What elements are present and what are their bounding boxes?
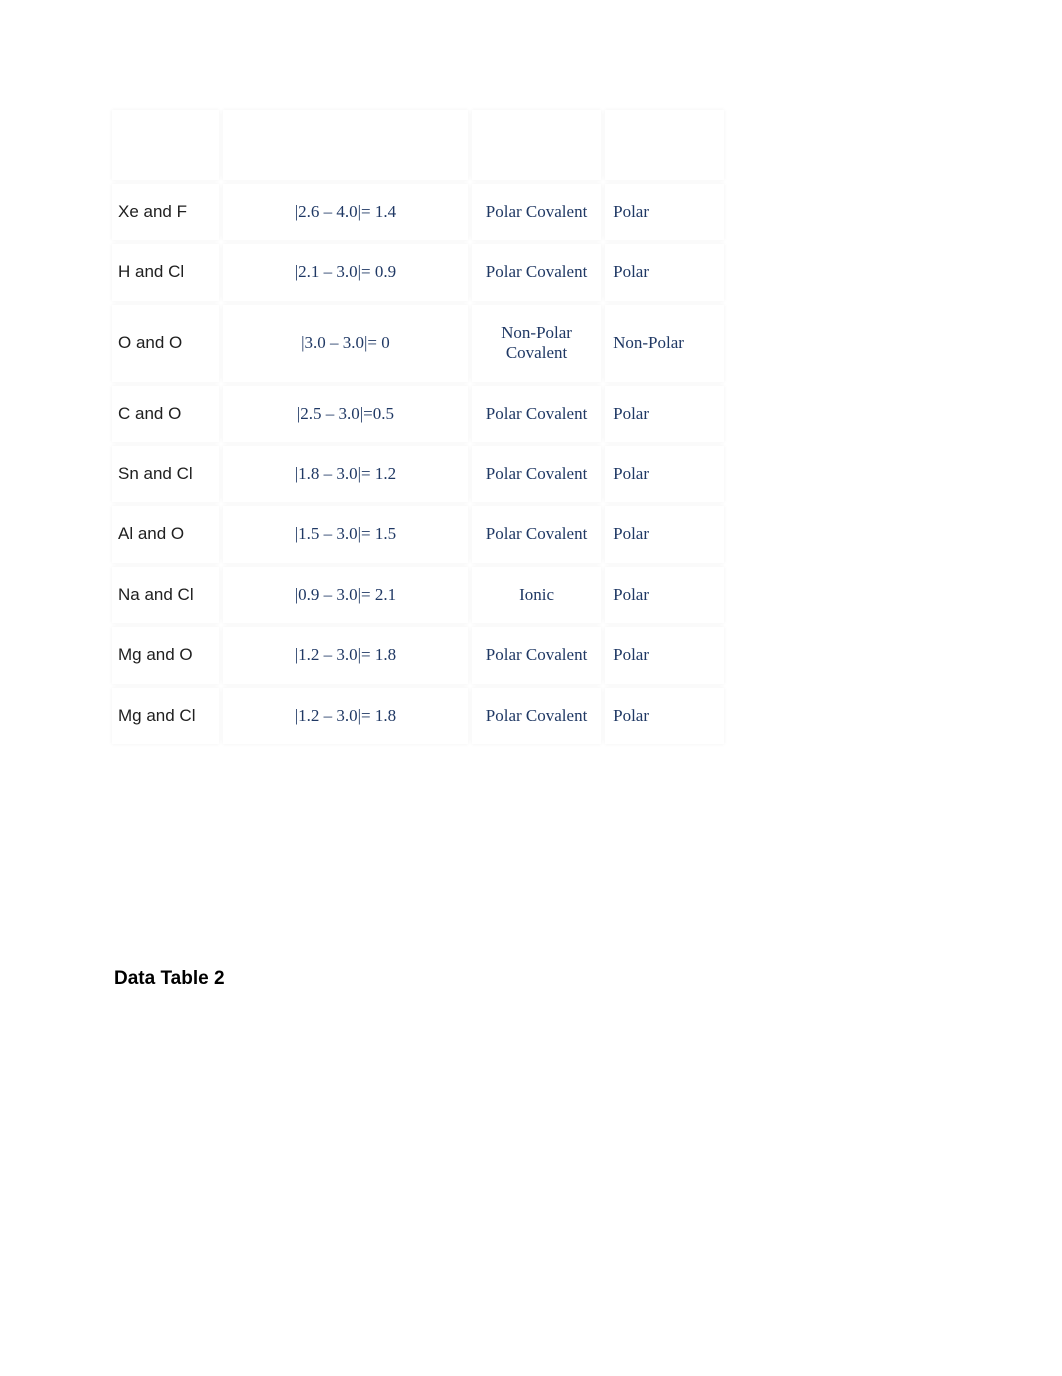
cell-polarity: Polar bbox=[605, 244, 724, 300]
cell-pair: Mg and Cl bbox=[112, 688, 219, 744]
cell-polarity: Polar bbox=[605, 386, 724, 442]
table-row: Al and O |1.5 – 3.0|= 1.5 Polar Covalent… bbox=[112, 506, 724, 562]
cell-polarity: Polar bbox=[605, 567, 724, 623]
cell-polarity: Polar bbox=[605, 446, 724, 502]
cell-bond: Non-Polar Covalent bbox=[472, 305, 601, 382]
cell-bond: Polar Covalent bbox=[472, 184, 601, 240]
cell-polarity: Polar bbox=[605, 627, 724, 683]
cell-calc: |1.8 – 3.0|= 1.2 bbox=[223, 446, 468, 502]
table-row: Mg and O |1.2 – 3.0|= 1.8 Polar Covalent… bbox=[112, 627, 724, 683]
cell-calc: |2.1 – 3.0|= 0.9 bbox=[223, 244, 468, 300]
cell-calc: |3.0 – 3.0|= 0 bbox=[223, 305, 468, 382]
cell-polarity: Polar bbox=[605, 506, 724, 562]
header-cell-pair bbox=[112, 110, 219, 180]
table-row: Xe and F |2.6 – 4.0|= 1.4 Polar Covalent… bbox=[112, 184, 724, 240]
header-cell-polarity bbox=[605, 110, 724, 180]
table-row: C and O |2.5 – 3.0|=0.5 Polar Covalent P… bbox=[112, 386, 724, 442]
cell-polarity: Polar bbox=[605, 688, 724, 744]
cell-pair: Sn and Cl bbox=[112, 446, 219, 502]
table-row: H and Cl |2.1 – 3.0|= 0.9 Polar Covalent… bbox=[112, 244, 724, 300]
cell-pair: Na and Cl bbox=[112, 567, 219, 623]
cell-pair: Xe and F bbox=[112, 184, 219, 240]
cell-polarity: Non-Polar bbox=[605, 305, 724, 382]
document-page: Xe and F |2.6 – 4.0|= 1.4 Polar Covalent… bbox=[0, 0, 1062, 990]
section-heading: Data Table 2 bbox=[114, 968, 1062, 990]
header-cell-calc bbox=[223, 110, 468, 180]
cell-calc: |1.5 – 3.0|= 1.5 bbox=[223, 506, 468, 562]
cell-bond: Polar Covalent bbox=[472, 627, 601, 683]
table-row: Sn and Cl |1.8 – 3.0|= 1.2 Polar Covalen… bbox=[112, 446, 724, 502]
cell-bond: Polar Covalent bbox=[472, 506, 601, 562]
cell-calc: |0.9 – 3.0|= 2.1 bbox=[223, 567, 468, 623]
cell-calc: |1.2 – 3.0|= 1.8 bbox=[223, 627, 468, 683]
table-row: O and O |3.0 – 3.0|= 0 Non-Polar Covalen… bbox=[112, 305, 724, 382]
cell-calc: |1.2 – 3.0|= 1.8 bbox=[223, 688, 468, 744]
table-header-row bbox=[112, 110, 724, 180]
cell-bond: Polar Covalent bbox=[472, 244, 601, 300]
electronegativity-table: Xe and F |2.6 – 4.0|= 1.4 Polar Covalent… bbox=[108, 106, 728, 748]
cell-pair: Al and O bbox=[112, 506, 219, 562]
cell-pair: H and Cl bbox=[112, 244, 219, 300]
cell-bond: Polar Covalent bbox=[472, 688, 601, 744]
table-body: Xe and F |2.6 – 4.0|= 1.4 Polar Covalent… bbox=[112, 184, 724, 744]
table-row: Mg and Cl |1.2 – 3.0|= 1.8 Polar Covalen… bbox=[112, 688, 724, 744]
cell-bond: Ionic bbox=[472, 567, 601, 623]
table-row: Na and Cl |0.9 – 3.0|= 2.1 Ionic Polar bbox=[112, 567, 724, 623]
cell-pair: O and O bbox=[112, 305, 219, 382]
cell-bond: Polar Covalent bbox=[472, 386, 601, 442]
header-cell-bond bbox=[472, 110, 601, 180]
cell-calc: |2.6 – 4.0|= 1.4 bbox=[223, 184, 468, 240]
cell-polarity: Polar bbox=[605, 184, 724, 240]
cell-bond: Polar Covalent bbox=[472, 446, 601, 502]
cell-calc: |2.5 – 3.0|=0.5 bbox=[223, 386, 468, 442]
cell-pair: C and O bbox=[112, 386, 219, 442]
cell-pair: Mg and O bbox=[112, 627, 219, 683]
